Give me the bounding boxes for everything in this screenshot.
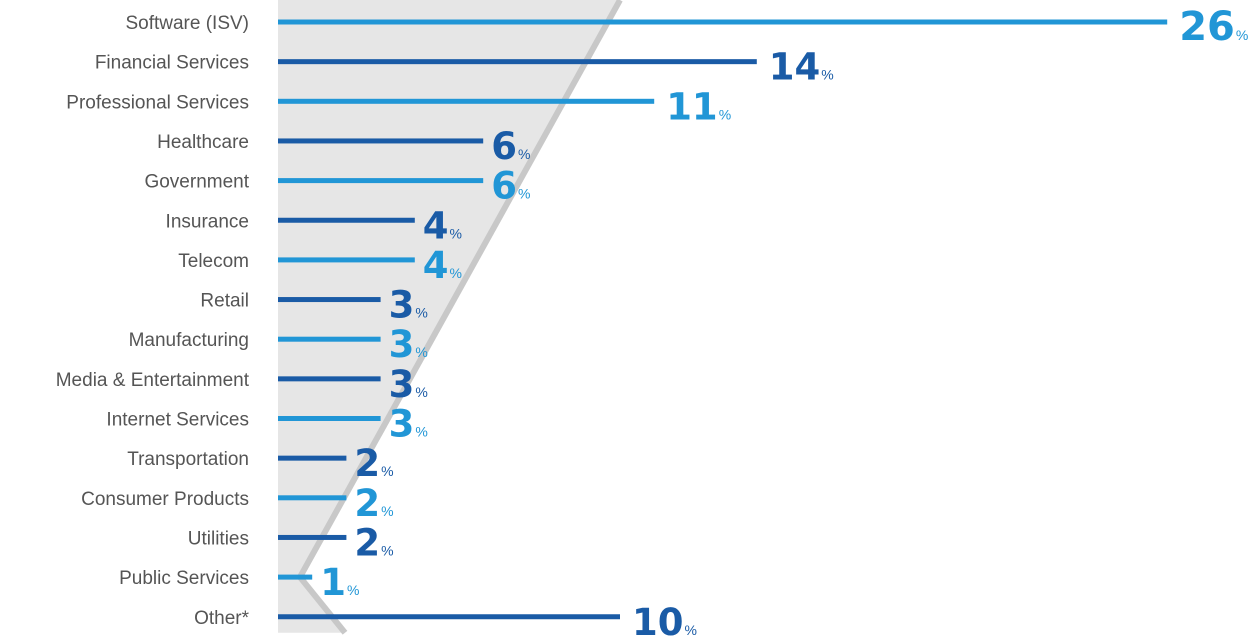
category-label-group: Software (ISV) Financial Services Professi… xyxy=(56,13,250,629)
value-label-other: 10% xyxy=(632,601,697,636)
bar-consumer-products xyxy=(278,495,347,501)
value-number: 3 xyxy=(389,403,415,446)
value-percent-sign: % xyxy=(415,305,427,321)
value-percent-sign: % xyxy=(450,265,462,281)
value-label-utilities: 2% xyxy=(354,521,393,564)
value-number: 11 xyxy=(666,85,718,128)
value-percent-sign: % xyxy=(347,582,359,598)
bar-public-services xyxy=(278,574,313,580)
value-percent-sign: % xyxy=(719,106,731,122)
value-number: 26 xyxy=(1179,4,1235,50)
value-number: 14 xyxy=(769,46,821,89)
value-number: 1 xyxy=(320,561,346,604)
value-percent-sign: % xyxy=(415,344,427,360)
value-number: 10 xyxy=(632,601,684,636)
bar-government xyxy=(278,178,484,184)
value-percent-sign: % xyxy=(1236,27,1248,43)
value-label-professional-services: 11% xyxy=(666,85,731,128)
value-label-telecom: 4% xyxy=(423,244,462,287)
bar-telecom xyxy=(278,257,415,263)
category-label-transportation: Transportation xyxy=(127,449,249,470)
value-number: 6 xyxy=(491,165,517,208)
value-number: 6 xyxy=(491,125,517,168)
value-label-media-entertainment: 3% xyxy=(389,363,428,406)
value-label-healthcare: 6% xyxy=(491,125,530,168)
category-label-other: Other* xyxy=(194,608,250,629)
value-label-transportation: 2% xyxy=(354,442,393,485)
value-label-government: 6% xyxy=(491,165,530,208)
value-percent-sign: % xyxy=(415,384,427,400)
bar-healthcare xyxy=(278,138,484,144)
category-label-government: Government xyxy=(144,172,249,193)
category-label-professional-services: Professional Services xyxy=(66,92,249,113)
bar-other xyxy=(278,614,620,620)
value-label-insurance: 4% xyxy=(423,204,462,247)
value-percent-sign: % xyxy=(821,67,833,83)
category-label-public-services: Public Services xyxy=(119,568,249,589)
category-label-insurance: Insurance xyxy=(166,211,249,232)
value-percent-sign: % xyxy=(381,542,393,558)
value-label-manufacturing: 3% xyxy=(389,323,428,366)
value-label-internet-services: 3% xyxy=(389,403,428,446)
category-label-utilities: Utilities xyxy=(188,528,249,549)
value-percent-sign: % xyxy=(415,424,427,440)
bar-retail xyxy=(278,297,381,303)
value-percent-sign: % xyxy=(518,186,530,202)
value-number: 2 xyxy=(354,521,380,564)
bar-media-entertainment xyxy=(278,376,381,382)
bar-group xyxy=(278,19,1168,620)
bar-internet-services xyxy=(278,416,381,421)
value-label-software-isv: 26% xyxy=(1179,4,1248,50)
funnel-background xyxy=(278,0,620,633)
category-label-telecom: Telecom xyxy=(178,251,249,272)
value-percent-sign: % xyxy=(381,463,393,479)
bar-professional-services xyxy=(278,98,655,104)
bar-utilities xyxy=(278,534,347,540)
value-number: 4 xyxy=(423,204,449,247)
bar-software-isv xyxy=(278,19,1168,25)
value-label-group: 26%14%11%6%6%4%4%3%3%3%3%2%2%2%1%10% xyxy=(320,4,1248,636)
value-number: 2 xyxy=(354,442,380,485)
value-label-retail: 3% xyxy=(389,284,428,327)
bar-financial-services xyxy=(278,59,757,65)
category-label-retail: Retail xyxy=(200,291,249,312)
value-number: 2 xyxy=(354,482,380,525)
value-percent-sign: % xyxy=(381,503,393,519)
value-percent-sign: % xyxy=(685,622,697,636)
value-label-consumer-products: 2% xyxy=(354,482,393,525)
category-label-financial-services: Financial Services xyxy=(95,53,249,74)
bar-transportation xyxy=(278,455,347,461)
category-label-software-isv: Software (ISV) xyxy=(125,13,249,34)
funnel-edge-line xyxy=(297,0,623,579)
bar-insurance xyxy=(278,217,415,223)
category-label-internet-services: Internet Services xyxy=(106,410,249,431)
value-number: 4 xyxy=(423,244,449,287)
value-percent-sign: % xyxy=(518,146,530,162)
value-number: 3 xyxy=(389,284,415,327)
funnel-edge-lower-line xyxy=(297,575,348,635)
category-label-manufacturing: Manufacturing xyxy=(129,330,249,351)
category-label-consumer-products: Consumer Products xyxy=(81,489,249,510)
bar-manufacturing xyxy=(278,336,381,342)
value-label-financial-services: 14% xyxy=(769,46,834,89)
category-label-media-entertainment: Media & Entertainment xyxy=(56,370,250,391)
value-percent-sign: % xyxy=(450,225,462,241)
value-label-public-services: 1% xyxy=(320,561,359,604)
value-number: 3 xyxy=(389,323,415,366)
value-number: 3 xyxy=(389,363,415,406)
category-label-healthcare: Healthcare xyxy=(157,132,249,153)
